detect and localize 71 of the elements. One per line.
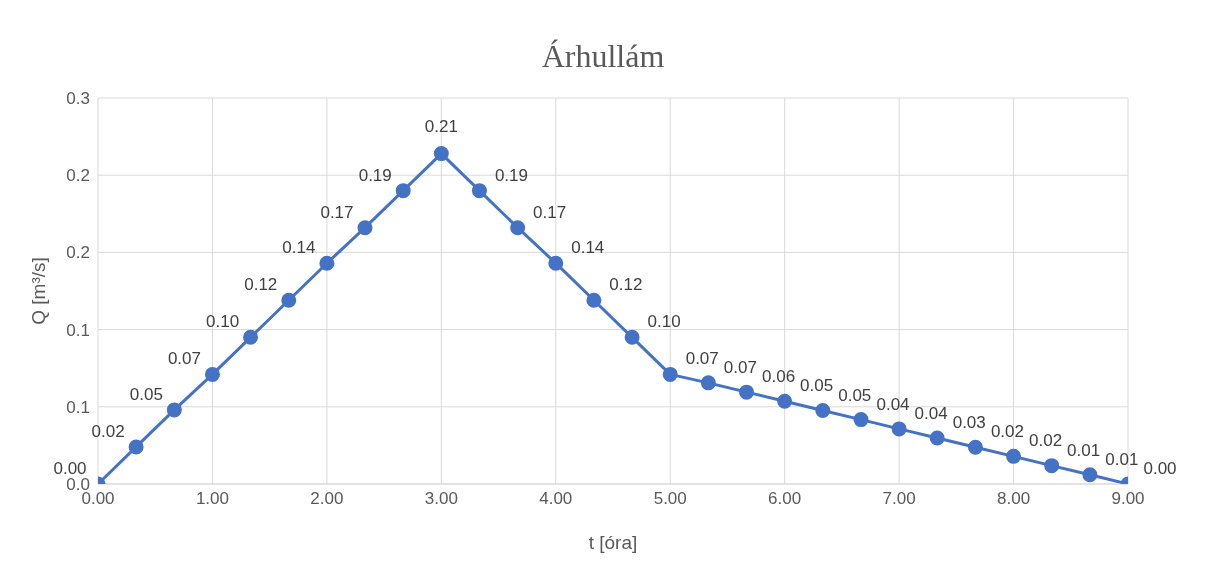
point	[1082, 467, 1098, 483]
point	[395, 183, 411, 199]
data-label: 0.00	[1143, 459, 1177, 478]
point	[777, 393, 793, 409]
data-label: 0.06	[762, 367, 796, 387]
data-label: 0.12	[609, 275, 643, 295]
point	[548, 255, 564, 271]
data-label: 0.04	[876, 394, 910, 414]
x-tick-label: 6.00	[768, 489, 802, 509]
data-label: 0.17	[533, 202, 567, 222]
x-axis-title: t [óra]	[588, 532, 638, 553]
data-label: 0.14	[282, 238, 316, 258]
y-tick-label: 0.3	[66, 89, 90, 109]
data-label: 0.19	[358, 165, 392, 185]
data-label: 0.19	[494, 165, 528, 185]
y-axis-title: Q [m³/s]	[27, 257, 49, 325]
point	[853, 412, 869, 428]
point	[586, 292, 602, 308]
data-label: 0.07	[685, 349, 719, 369]
data-label: 0.10	[647, 312, 681, 332]
point	[967, 439, 983, 455]
data-label: 0.17	[320, 202, 354, 222]
point	[281, 292, 297, 308]
point	[128, 439, 144, 455]
data-label: 0.10	[206, 312, 240, 332]
data-label: 0.00	[53, 459, 87, 478]
x-tick-label: 8.00	[997, 489, 1031, 509]
point	[739, 384, 755, 400]
y-tick-label: 0.1	[66, 397, 90, 417]
data-label: 0.12	[244, 275, 278, 295]
data-label: 0.05	[129, 384, 163, 404]
x-tick-label: 2.00	[310, 489, 344, 509]
data-label: 0.04	[914, 403, 948, 423]
point	[1006, 448, 1022, 464]
y-tick-label: 0.1	[66, 320, 90, 340]
data-label: 0.01	[1067, 440, 1101, 460]
data-label: 0.05	[800, 376, 834, 396]
point	[891, 421, 907, 437]
chart-title: Árhullám	[540, 37, 666, 76]
point	[166, 402, 182, 418]
x-tick-label: 9.00	[1111, 489, 1145, 509]
point	[204, 366, 220, 382]
data-label: 0.05	[838, 385, 872, 405]
point	[433, 146, 449, 162]
point	[624, 329, 640, 345]
data-label: 0.02	[990, 422, 1024, 442]
data-label: 0.02	[1029, 431, 1063, 451]
data-label: 0.07	[723, 357, 757, 377]
point	[700, 375, 716, 391]
data-label: 0.21	[424, 116, 458, 136]
x-tick-label: 7.00	[882, 489, 916, 509]
y-tick-label: 0.2	[66, 243, 90, 263]
y-tick-label: 0.2	[66, 166, 90, 186]
point	[510, 220, 526, 236]
point	[471, 183, 487, 199]
data-label: 0.03	[952, 412, 986, 432]
point	[357, 220, 373, 236]
point	[815, 403, 831, 419]
data-label: 0.14	[571, 238, 605, 258]
x-tick-label: 1.00	[195, 489, 229, 509]
point	[1044, 458, 1060, 474]
data-label: 0.01	[1105, 449, 1139, 469]
x-tick-label: 3.00	[424, 489, 458, 509]
point	[929, 430, 945, 446]
data-label: 0.07	[167, 349, 201, 369]
x-tick-label: 5.00	[653, 489, 687, 509]
x-tick-label: 4.00	[539, 489, 573, 509]
data-label: 0.02	[91, 421, 125, 441]
point	[243, 329, 259, 345]
point	[319, 255, 335, 271]
point	[662, 366, 678, 382]
